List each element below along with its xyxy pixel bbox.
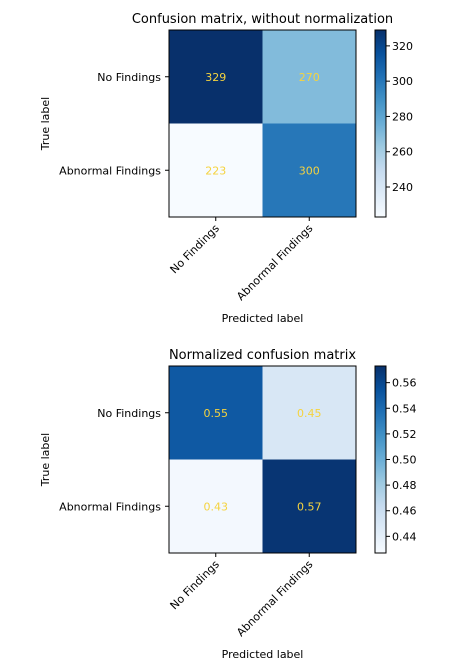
colorbar-tick-label: 0.46 [392,505,417,518]
x-tick-label: Abnormal Findings [234,558,315,639]
plot-frame [168,365,357,554]
heatmap-cell [262,30,356,124]
cell-value-label: 270 [299,71,320,84]
y-tick-label: No Findings [97,71,161,84]
x-tick-label: No Findings [168,222,222,276]
colorbar-tick-label: 0.54 [392,402,417,415]
heatmap-cell [169,123,263,217]
colorbar-tick-label: 300 [392,75,413,88]
chart-title: Confusion matrix, without normalization [132,12,393,27]
heatmap-cell [262,123,356,217]
colorbar-tick-label: 0.44 [392,530,417,543]
x-axis-label: Predicted label [222,312,304,325]
cell-value-label: 0.57 [297,500,322,513]
colorbar-tick-label: 280 [392,110,413,123]
colorbar: 240 260 280 300 320 [374,29,413,218]
heatmap-cell [169,459,263,553]
cell-value-label: 300 [299,164,320,177]
confusion-matrix-panel-2: Normalized confusion matrix 0.55 0.45 0.43 0… [39,348,417,661]
colorbar-tick-label: 0.50 [392,454,417,467]
cell-value-label: 0.55 [204,407,229,420]
y-tick-label: Abnormal Findings [59,164,161,177]
chart-title: Normalized confusion matrix [169,348,356,363]
cell-value-label: 223 [205,164,226,177]
cell-value-label: 0.45 [297,407,322,420]
y-axis-label: True label [39,433,52,487]
cell-value-label: 329 [205,71,226,84]
colorbar-gradient [375,366,386,553]
colorbar: 0.44 0.46 0.48 0.50 0.52 0.54 0.56 [374,365,417,554]
colorbar-tick-label: 0.48 [392,479,417,492]
colorbar-tick-label: 0.52 [392,428,417,441]
colorbar-tick-label: 0.56 [392,377,417,390]
heatmap-cell [262,459,356,553]
plot-frame [168,29,357,218]
confusion-matrix-panel-1: Confusion matrix, without normalization 3… [39,12,413,325]
cell-value-label: 0.43 [204,500,229,513]
colorbar-frame [374,29,387,218]
x-axis-label: Predicted label [222,648,304,661]
colorbar-gradient [375,30,386,217]
heatmap-cell [169,30,263,124]
heatmap-cell [262,366,356,460]
y-tick-label: No Findings [97,407,161,420]
x-tick-label: No Findings [168,558,222,612]
heatmap-cell [169,366,263,460]
colorbar-tick-label: 260 [392,146,413,159]
colorbar-tick-label: 240 [392,181,413,194]
x-tick-label: Abnormal Findings [234,222,315,303]
y-tick-label: Abnormal Findings [59,500,161,513]
colorbar-tick-label: 320 [392,40,413,53]
y-axis-label: True label [39,97,52,151]
